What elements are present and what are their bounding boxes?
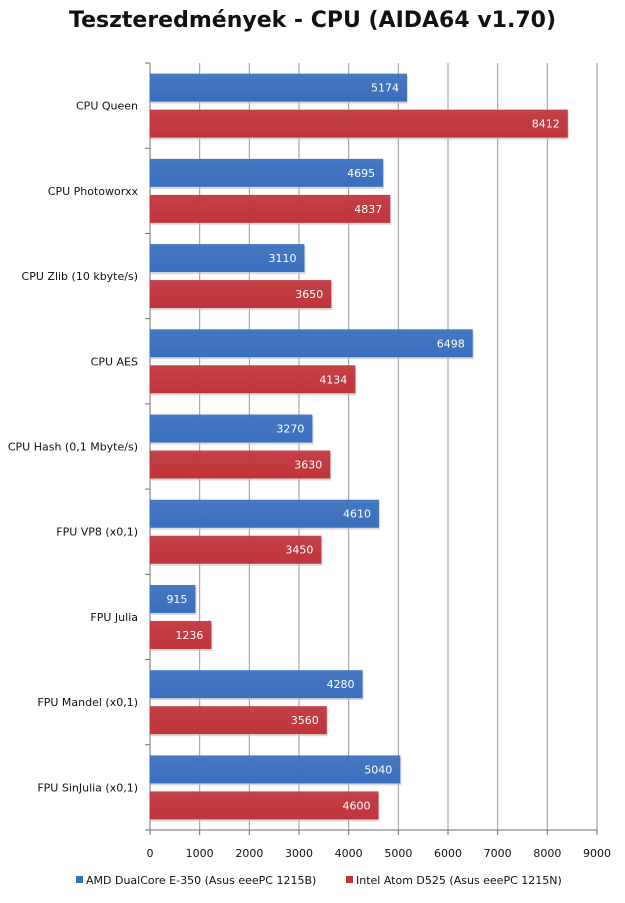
bar: [150, 755, 401, 784]
bar: [150, 670, 363, 699]
bar: [150, 499, 379, 528]
bar: [150, 620, 212, 649]
category-label: FPU SinJulia (x0,1): [37, 781, 138, 794]
bar: [150, 414, 313, 443]
category-label: CPU AES: [91, 355, 138, 368]
bar-value-label: 4837: [354, 203, 382, 216]
bar: [150, 109, 568, 138]
x-tick-label: 0: [147, 847, 154, 860]
x-tick-label: 3000: [285, 847, 313, 860]
bar-value-label: 4280: [327, 678, 355, 691]
bar-value-label: 3650: [295, 288, 323, 301]
bar: [150, 365, 356, 394]
bar-value-label: 915: [166, 593, 187, 606]
bar-value-label: 5174: [371, 82, 399, 95]
bar-value-label: 4134: [319, 373, 347, 386]
bar-value-label: 3630: [294, 459, 322, 472]
category-label: CPU Photoworxx: [48, 185, 139, 198]
bar: [150, 450, 331, 479]
bar: [150, 329, 473, 358]
bar: [150, 791, 379, 820]
legend-swatch: [76, 876, 83, 883]
bar: [150, 535, 322, 564]
x-tick-label: 8000: [533, 847, 561, 860]
bar-value-label: 1236: [175, 629, 203, 642]
bar-value-label: 3560: [291, 714, 319, 727]
category-label: FPU Mandel (x0,1): [37, 696, 138, 709]
category-label: CPU Zlib (10 kbyte/s): [22, 270, 138, 283]
x-tick-label: 4000: [335, 847, 363, 860]
bar: [150, 280, 332, 309]
x-tick-label: 6000: [434, 847, 462, 860]
bar-value-label: 3110: [268, 252, 296, 265]
bar-value-label: 4610: [343, 508, 371, 521]
category-label: CPU Queen: [76, 100, 138, 113]
bar-value-label: 6498: [437, 337, 465, 350]
bar: [150, 158, 384, 187]
bar: [150, 706, 327, 735]
bar: [150, 244, 305, 273]
bar-value-label: 3450: [285, 544, 313, 557]
x-tick-label: 2000: [235, 847, 263, 860]
legend-swatch: [346, 876, 353, 883]
legend-label: Intel Atom D525 (Asus eeePC 1215N): [356, 874, 562, 887]
x-tick-label: 5000: [384, 847, 412, 860]
bar-value-label: 4600: [342, 799, 370, 812]
x-tick-label: 1000: [186, 847, 214, 860]
bar: [150, 194, 391, 223]
category-label: FPU VP8 (x0,1): [56, 526, 138, 539]
bar-value-label: 5040: [364, 763, 392, 776]
legend-label: AMD DualCore E-350 (Asus eeePC 1215B): [86, 874, 316, 887]
category-label: FPU Julia: [90, 611, 138, 624]
category-label: CPU Hash (0,1 Mbyte/s): [8, 441, 138, 454]
x-tick-label: 9000: [583, 847, 611, 860]
chart-title: Teszteredmények - CPU (AIDA64 v1.70): [68, 8, 556, 33]
bar-value-label: 8412: [532, 118, 560, 131]
bar-value-label: 4695: [347, 167, 375, 180]
bar: [150, 73, 407, 102]
x-tick-label: 7000: [484, 847, 512, 860]
bar: [150, 584, 196, 613]
bar-value-label: 3270: [276, 423, 304, 436]
